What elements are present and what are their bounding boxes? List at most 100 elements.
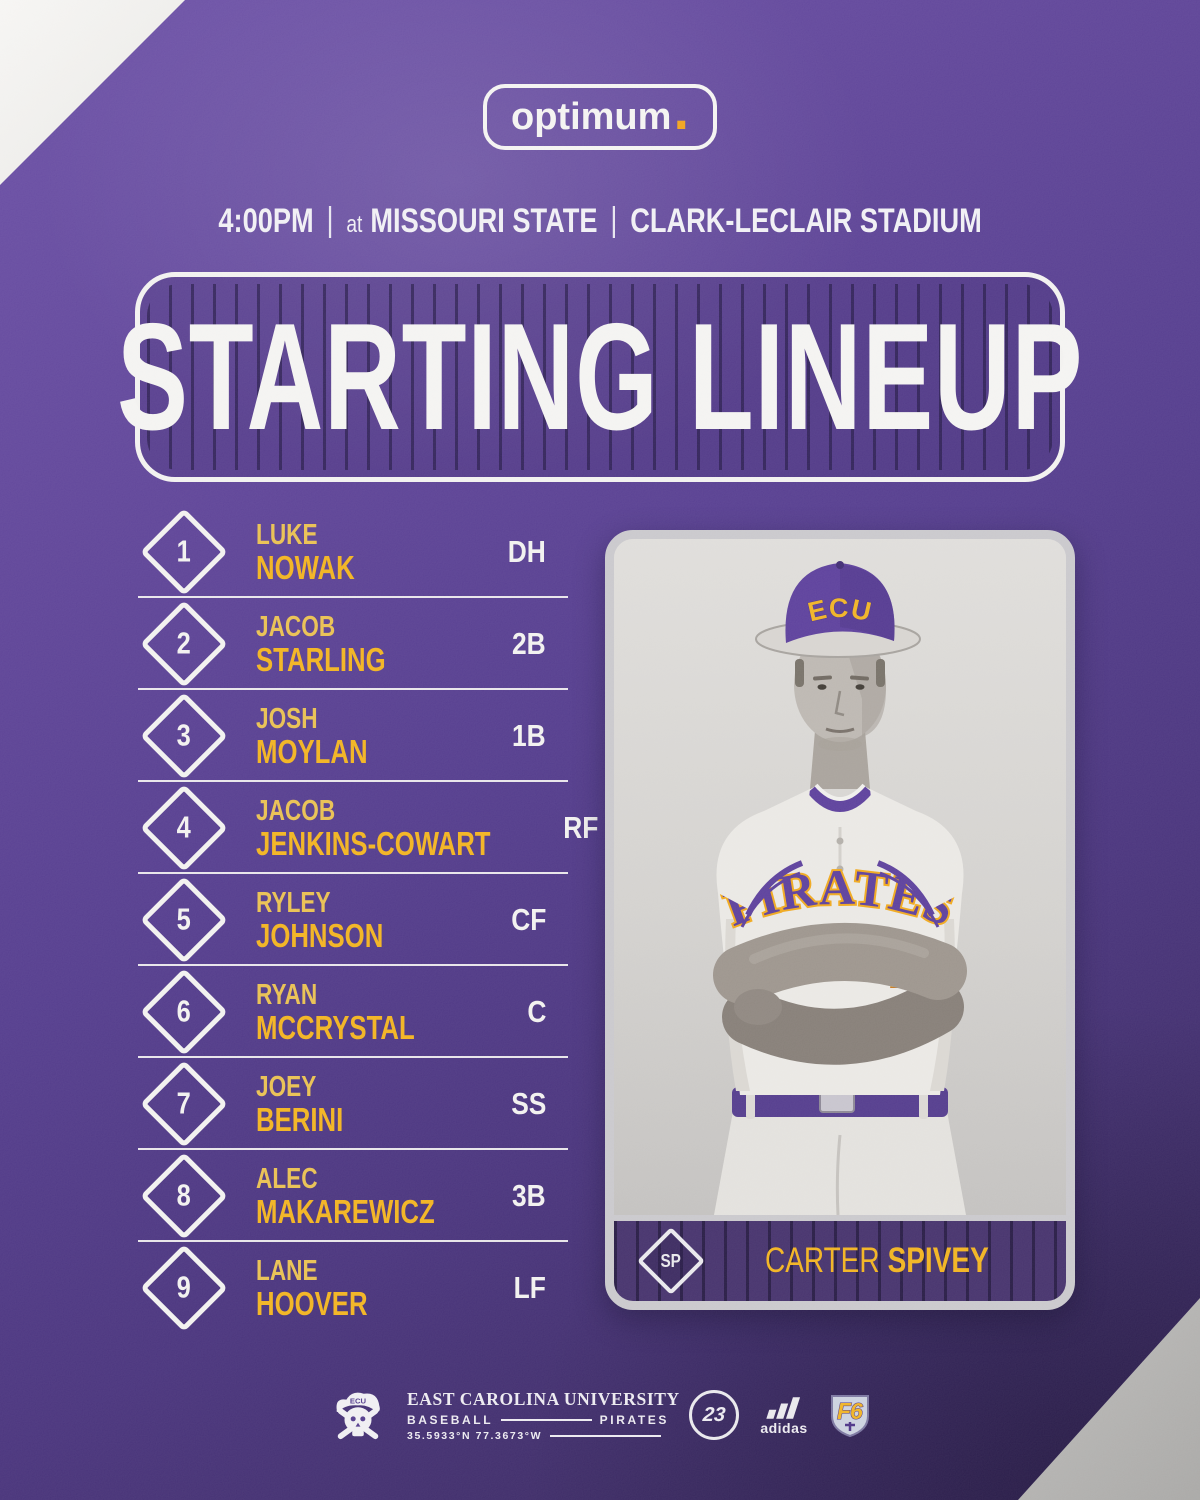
- pitcher-photo-illustration: ECU adidas PIRATES 23: [614, 539, 1066, 1215]
- player-last-name: NOWAK: [256, 548, 355, 586]
- adidas-bars-icon: [766, 1396, 801, 1419]
- batting-order-number: 2: [176, 626, 192, 661]
- batting-order-number: 3: [176, 718, 192, 753]
- batting-order-number: 4: [176, 810, 192, 845]
- player-position: DH: [507, 534, 546, 569]
- footer-logos: ECU EAST CAROLINA UNIVERSITY BASEBALL PIR…: [0, 1388, 1200, 1442]
- player-position: SS: [510, 1086, 546, 1121]
- batting-order-number: 7: [176, 1086, 192, 1121]
- venue-name: CLARK-LECLAIR STADIUM: [630, 202, 982, 240]
- pirate-cap-label: ECU: [350, 1396, 367, 1405]
- batting-order-badge: 1: [140, 508, 228, 596]
- school-text-block: EAST CAROLINA UNIVERSITY BASEBALL PIRATES…: [407, 1388, 680, 1442]
- page-title: STARTING LINEUP: [116, 292, 1084, 462]
- batting-order-number: 1: [176, 534, 192, 569]
- diamond-icon: 9: [140, 1244, 228, 1332]
- school-name: EAST CAROLINA UNIVERSITY: [407, 1388, 680, 1409]
- player-position: 2B: [512, 626, 546, 661]
- batting-order-badge: 2: [140, 600, 228, 688]
- player-first-name: ALEC: [256, 1162, 318, 1195]
- pitcher-plate: SP CARTER SPIVEY: [614, 1215, 1066, 1301]
- player-first-name: LANE: [256, 1254, 318, 1287]
- lineup-row: 7 JOEY BERINI SS: [138, 1058, 568, 1150]
- player-first-name: RYLEY: [256, 886, 331, 919]
- diamond-icon: SP: [637, 1227, 705, 1295]
- program-label: BASEBALL: [407, 1412, 494, 1427]
- game-info: 4:00PM | at MISSOURI STATE | CLARK-LECLAIR ST…: [0, 201, 1200, 241]
- player-last-name: MOYLAN: [256, 732, 368, 770]
- number-23-badge: 23: [689, 1390, 739, 1440]
- lineup-row: 4 JACOB JENKINS-COWART RF: [138, 782, 598, 874]
- separator: |: [326, 201, 334, 239]
- lineup-row: 8 ALEC MAKAREWICZ 3B: [138, 1150, 568, 1242]
- batting-order-number: 8: [176, 1178, 192, 1213]
- lineup-row: 5 RYLEY JOHNSON CF: [138, 874, 568, 966]
- separator: |: [610, 201, 618, 239]
- batting-order-badge: 8: [140, 1152, 228, 1240]
- opponent-name: MISSOURI STATE: [370, 202, 598, 240]
- pitcher-role: SP: [660, 1250, 682, 1271]
- pitcher-photo: ECU adidas PIRATES 23: [614, 539, 1066, 1215]
- player-first-name: LUKE: [256, 518, 318, 551]
- team-label: PIRATES: [599, 1412, 669, 1427]
- pitcher-role-badge: SP: [636, 1226, 706, 1296]
- player-last-name: MAKAREWICZ: [256, 1192, 435, 1230]
- game-time: 4:00PM: [218, 202, 314, 240]
- player-position: 3B: [512, 1178, 546, 1213]
- batting-order-number: 5: [176, 902, 192, 937]
- batting-order-number: 6: [176, 994, 192, 1029]
- diamond-icon: 4: [140, 784, 228, 872]
- diamond-icon: 5: [140, 876, 228, 964]
- batting-order-badge: 6: [140, 968, 228, 1056]
- adidas-logo: adidas: [759, 1396, 809, 1435]
- diamond-icon: 3: [140, 692, 228, 780]
- player-last-name: STARLING: [256, 640, 386, 678]
- svg-text:F6: F6: [837, 1398, 863, 1424]
- player-position: CF: [510, 902, 546, 937]
- player-position: LF: [513, 1270, 546, 1305]
- at-label: at: [346, 211, 363, 238]
- adidas-wordmark: adidas: [760, 1419, 808, 1436]
- batting-order-badge: 4: [140, 784, 228, 872]
- lineup-row: 9 LANE HOOVER LF: [138, 1242, 568, 1334]
- lineup-row: 6 RYAN MCCRYSTAL C: [138, 966, 568, 1058]
- lineup-row: 2 JACOB STARLING 2B: [138, 598, 568, 690]
- pitcher-name: CARTER SPIVEY: [706, 1241, 1066, 1281]
- batting-order-badge: 7: [140, 1060, 228, 1148]
- lineup-list: 1 LUKE NOWAK DH 2 JACOB STARLING 2B 3 JOSH…: [138, 506, 598, 1334]
- ecu-pirate-icon: ECU: [336, 1392, 380, 1440]
- pitcher-last-name: SPIVEY: [887, 1241, 989, 1280]
- diamond-icon: 1: [140, 508, 228, 596]
- batting-order-badge: 5: [140, 876, 228, 964]
- player-first-name: JACOB: [256, 794, 336, 827]
- batting-order-number: 9: [176, 1270, 192, 1305]
- batting-order-badge: 3: [140, 692, 228, 780]
- player-last-name: MCCRYSTAL: [256, 1008, 415, 1046]
- player-last-name: HOOVER: [256, 1284, 368, 1322]
- divider-rule: [501, 1418, 592, 1421]
- diamond-icon: 8: [140, 1152, 228, 1240]
- player-last-name: JOHNSON: [256, 916, 384, 954]
- lineup-row: 1 LUKE NOWAK DH: [138, 506, 568, 598]
- pitcher-card: ECU adidas PIRATES 23: [605, 530, 1075, 1310]
- player-first-name: JOSH: [256, 702, 318, 735]
- corner-decoration-top-left: [0, 0, 185, 185]
- batting-order-badge: 9: [140, 1244, 228, 1332]
- coordinates: 35.5933°N 77.3673°W: [407, 1429, 543, 1442]
- player-first-name: JOEY: [256, 1070, 317, 1103]
- title-banner: STARTING LINEUP: [117, 272, 1082, 482]
- player-first-name: RYAN: [256, 978, 318, 1011]
- diamond-icon: 7: [140, 1060, 228, 1148]
- player-last-name: BERINI: [256, 1100, 344, 1138]
- diamond-icon: 2: [140, 600, 228, 688]
- player-last-name: JENKINS-COWART: [256, 824, 491, 862]
- optimum-wordmark: optimum: [511, 96, 672, 138]
- lineup-row: 3 JOSH MOYLAN 1B: [138, 690, 568, 782]
- diamond-icon: 6: [140, 968, 228, 1056]
- cap-wordmark: ECU: [805, 593, 875, 627]
- f6-shield-logo: F6: [831, 1395, 869, 1438]
- pitcher-first-name: CARTER: [765, 1241, 880, 1280]
- player-first-name: JACOB: [256, 610, 336, 643]
- player-position: RF: [562, 810, 599, 845]
